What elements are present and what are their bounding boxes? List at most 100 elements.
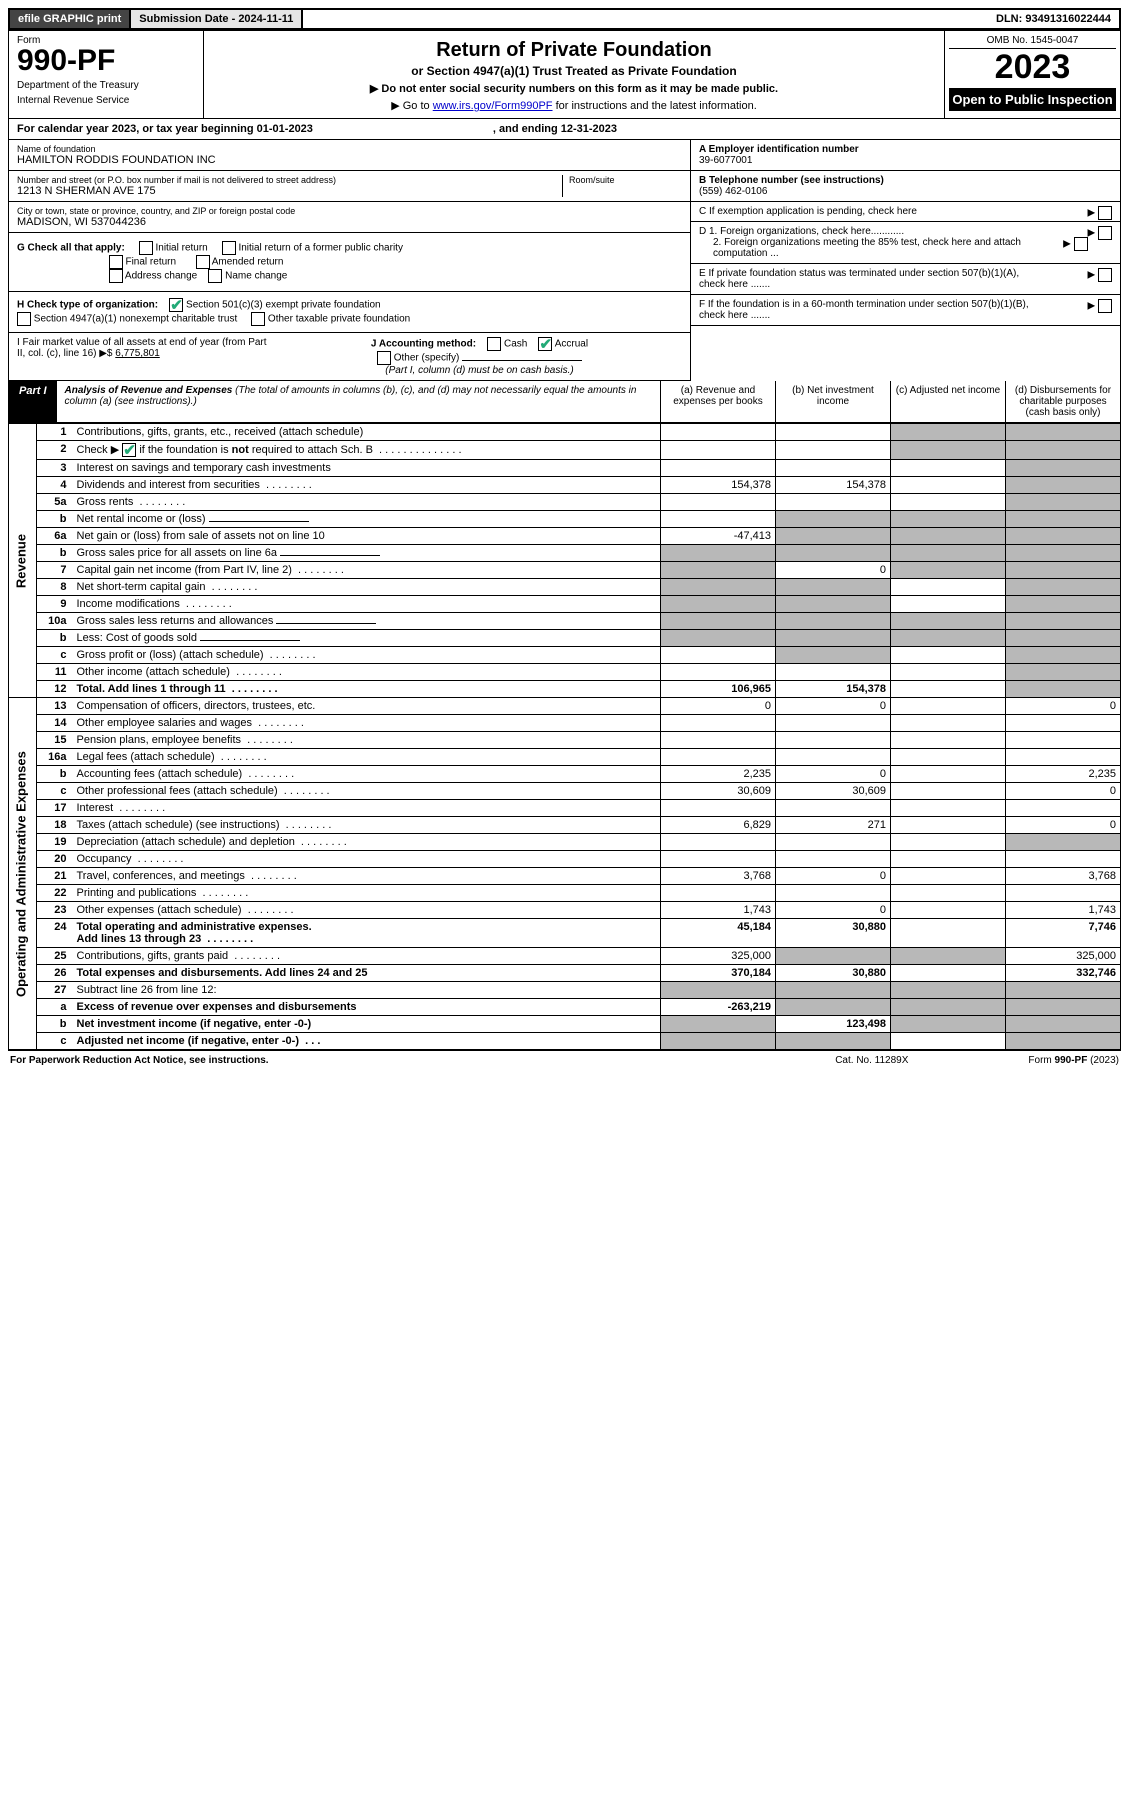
shaded-cell	[776, 999, 891, 1016]
line-c: cAdjusted net income (if negative, enter…	[9, 1033, 1121, 1050]
line-1: Revenue1Contributions, gifts, grants, et…	[9, 424, 1121, 441]
shaded-cell	[891, 1016, 1006, 1033]
line-num: 12	[37, 681, 73, 698]
paperwork-notice: For Paperwork Reduction Act Notice, see …	[10, 1055, 269, 1066]
shaded-cell	[776, 511, 891, 528]
final-return-checkbox[interactable]	[109, 255, 123, 269]
line-24: 24Total operating and administrative exp…	[9, 919, 1121, 948]
amount-cell	[891, 647, 1006, 664]
amount-cell	[1006, 885, 1121, 902]
amount-cell: 45,184	[661, 919, 776, 948]
line-num: 9	[37, 596, 73, 613]
shaded-cell	[1006, 999, 1121, 1016]
other-method-checkbox[interactable]	[377, 351, 391, 365]
shaded-cell	[1006, 1033, 1121, 1050]
address-cell: Number and street (or P.O. box number if…	[9, 171, 690, 202]
amount-cell: -263,219	[661, 999, 776, 1016]
shaded-cell	[1006, 1016, 1121, 1033]
amount-cell: 325,000	[1006, 948, 1121, 965]
amount-cell: 1,743	[1006, 902, 1121, 919]
accrual-checkbox[interactable]	[538, 337, 552, 351]
shaded-cell	[891, 982, 1006, 999]
shaded-cell	[776, 982, 891, 999]
form-ref: Form 990-PF (2023)	[1028, 1055, 1119, 1066]
shaded-cell	[661, 579, 776, 596]
amount-cell	[891, 885, 1006, 902]
amended-return-checkbox[interactable]	[196, 255, 210, 269]
shaded-cell	[776, 948, 891, 965]
line-27: 27Subtract line 26 from line 12:	[9, 982, 1121, 999]
shaded-cell	[1006, 511, 1121, 528]
amount-cell: 0	[776, 766, 891, 783]
e-checkbox[interactable]	[1098, 268, 1112, 282]
amount-cell	[1006, 715, 1121, 732]
h-check-row: H Check type of organization: Section 50…	[9, 292, 690, 333]
cash-checkbox[interactable]	[487, 337, 501, 351]
line-2: 2Check ▶ if the foundation is not requir…	[9, 441, 1121, 460]
line-11: 11Other income (attach schedule) . . . .…	[9, 664, 1121, 681]
form-url[interactable]: www.irs.gov/Form990PF	[433, 100, 553, 112]
shaded-cell	[776, 630, 891, 647]
line-num: 3	[37, 460, 73, 477]
address-change-checkbox[interactable]	[109, 269, 123, 283]
amount-cell	[1006, 800, 1121, 817]
dept-treasury: Department of the Treasury	[17, 80, 195, 91]
line-num: 2	[37, 441, 73, 460]
expense-side-label: Operating and Administrative Expenses	[9, 698, 37, 1050]
d1-checkbox[interactable]	[1098, 226, 1112, 240]
line-desc: Capital gain net income (from Part IV, l…	[73, 562, 661, 579]
amount-cell: 30,880	[776, 919, 891, 948]
amount-cell: 6,829	[661, 817, 776, 834]
shaded-cell	[1006, 562, 1121, 579]
initial-former-checkbox[interactable]	[222, 241, 236, 255]
line-19: 19Depreciation (attach schedule) and dep…	[9, 834, 1121, 851]
shaded-cell	[1006, 545, 1121, 562]
amount-cell	[776, 749, 891, 766]
amount-cell	[776, 800, 891, 817]
form-title-block: Return of Private Foundation or Section …	[204, 31, 945, 118]
col-b-header: (b) Net investment income	[775, 381, 890, 422]
line-23: 23Other expenses (attach schedule) . . .…	[9, 902, 1121, 919]
goto-note: ▶ Go to www.irs.gov/Form990PF for instru…	[210, 99, 938, 112]
amount-cell: 30,880	[776, 965, 891, 982]
line-c: cOther professional fees (attach schedul…	[9, 783, 1121, 800]
line-num: 8	[37, 579, 73, 596]
c-checkbox[interactable]	[1098, 206, 1112, 220]
shaded-cell	[661, 545, 776, 562]
ein-cell: A Employer identification number 39-6077…	[691, 140, 1120, 171]
line-num: 4	[37, 477, 73, 494]
line-desc: Travel, conferences, and meetings . . . …	[73, 868, 661, 885]
line-num: 27	[37, 982, 73, 999]
name-change-checkbox[interactable]	[208, 269, 222, 283]
line-desc: Compensation of officers, directors, tru…	[73, 698, 661, 715]
amount-cell: 271	[776, 817, 891, 834]
amount-cell	[661, 885, 776, 902]
line-num: 16a	[37, 749, 73, 766]
d2-checkbox[interactable]	[1074, 237, 1088, 251]
other-taxable-checkbox[interactable]	[251, 312, 265, 326]
shaded-cell	[891, 562, 1006, 579]
col-a-header: (a) Revenue and expenses per books	[660, 381, 775, 422]
4947-checkbox[interactable]	[17, 312, 31, 326]
501c3-checkbox[interactable]	[169, 298, 183, 312]
amount-cell	[776, 424, 891, 441]
amount-cell	[776, 664, 891, 681]
line-desc: Total expenses and disbursements. Add li…	[73, 965, 661, 982]
initial-return-checkbox[interactable]	[139, 241, 153, 255]
amount-cell: 154,378	[776, 477, 891, 494]
line-15: 15Pension plans, employee benefits . . .…	[9, 732, 1121, 749]
col-c-header: (c) Adjusted net income	[890, 381, 1005, 422]
line-num: b	[37, 766, 73, 783]
line-num: 13	[37, 698, 73, 715]
amount-cell	[891, 817, 1006, 834]
line-num: 11	[37, 664, 73, 681]
open-inspection: Open to Public Inspection	[949, 88, 1116, 111]
line-desc: Contributions, gifts, grants, etc., rece…	[73, 424, 661, 441]
f-checkbox[interactable]	[1098, 299, 1112, 313]
amount-cell	[891, 965, 1006, 982]
shaded-cell	[661, 1016, 776, 1033]
line-desc: Accounting fees (attach schedule) . . . …	[73, 766, 661, 783]
line-b: bNet investment income (if negative, ent…	[9, 1016, 1121, 1033]
line-3: 3Interest on savings and temporary cash …	[9, 460, 1121, 477]
shaded-cell	[661, 630, 776, 647]
